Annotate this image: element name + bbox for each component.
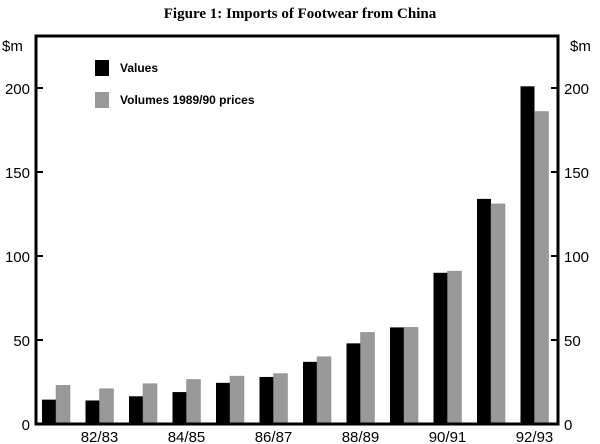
x-tick-label: 90/91 <box>429 429 467 444</box>
y-axis-unit-right: $m <box>570 38 591 55</box>
bar-values-86/87 <box>259 376 274 424</box>
bar-values-84/85 <box>172 392 187 424</box>
bar-volumes-87/88 <box>316 356 332 425</box>
bar-values-89/90 <box>390 327 404 424</box>
legend: Values Volumes 1989/90 prices <box>95 60 255 108</box>
bar-values-87/88 <box>303 361 317 424</box>
y-tick-label-left: 150 <box>5 165 30 182</box>
x-tick-label: 86/87 <box>255 429 293 444</box>
y-tick-label-left: 50 <box>13 333 30 350</box>
bar-volumes-85/86 <box>229 375 245 425</box>
bar-volumes-86/87 <box>273 373 288 425</box>
x-tick-label: 88/89 <box>342 429 380 444</box>
legend-label-1: Volumes 1989/90 prices <box>120 93 255 107</box>
bar-volumes-82/83 <box>99 388 114 425</box>
y-tick-label-right: 200 <box>564 81 589 98</box>
legend-swatch-1 <box>95 92 109 108</box>
bar-volumes-84/85 <box>186 379 201 425</box>
bar-values-88/89 <box>346 343 361 424</box>
bar-values-81/82 <box>42 399 56 424</box>
y-tick-label-left: 200 <box>5 81 30 98</box>
bar-volumes-92/93 <box>534 111 549 425</box>
x-tick-label: 82/83 <box>81 429 119 444</box>
x-tick-label: 92/93 <box>516 429 554 444</box>
chart-title: Figure 1: Imports of Footwear from China <box>164 6 437 22</box>
bar-volumes-90/91 <box>447 270 462 425</box>
y-axis-unit-left: $m <box>2 38 23 55</box>
y-tick-label-right: 150 <box>564 165 589 182</box>
bar-values-83/84 <box>129 396 143 424</box>
legend-label-0: Values <box>120 61 158 75</box>
bar-volumes-88/89 <box>360 332 375 425</box>
bar-values-91/92 <box>477 198 491 424</box>
y-tick-label-right: 0 <box>564 417 572 434</box>
y-tick-label-left: 0 <box>22 417 30 434</box>
legend-swatch-0 <box>95 60 109 76</box>
bar-values-92/93 <box>520 86 535 424</box>
bar-values-82/83 <box>85 400 100 424</box>
bar-values-85/86 <box>216 382 230 424</box>
bar-volumes-83/84 <box>142 383 158 425</box>
bar-volumes-89/90 <box>403 327 419 425</box>
bar-values-90/91 <box>433 272 448 424</box>
y-tick-label-left: 100 <box>5 249 30 266</box>
bar-volumes-91/92 <box>490 203 506 425</box>
y-tick-label-right: 100 <box>564 249 589 266</box>
bar-volumes-81/82 <box>55 385 71 425</box>
x-tick-label: 84/85 <box>168 429 206 444</box>
y-tick-label-right: 50 <box>564 333 581 350</box>
plot-frame <box>34 34 560 426</box>
